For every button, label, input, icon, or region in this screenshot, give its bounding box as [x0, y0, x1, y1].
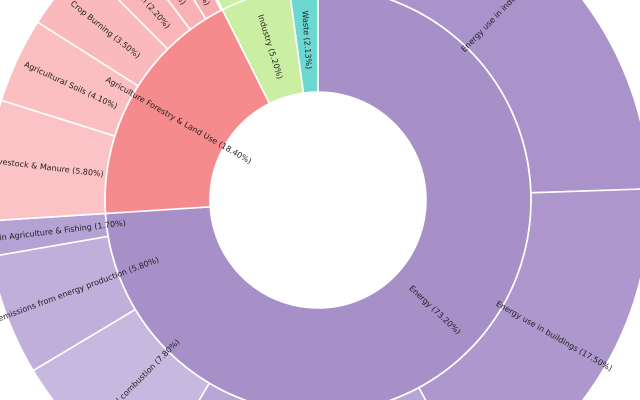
sunburst-slice-transport[interactable] — [149, 382, 476, 400]
sunburst-slice-industry[interactable] — [169, 0, 305, 105]
ring-divider-arc — [104, 0, 532, 400]
sunburst-slice-waste[interactable] — [273, 0, 319, 94]
